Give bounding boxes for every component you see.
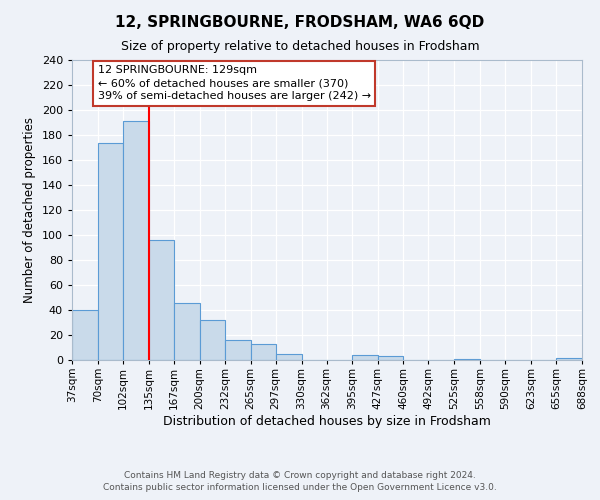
- Bar: [98, 142, 123, 360]
- Text: 12, SPRINGBOURNE, FRODSHAM, WA6 6QD: 12, SPRINGBOURNE, FRODSHAM, WA6 6QD: [115, 15, 485, 30]
- Bar: [149, 240, 174, 360]
- Bar: [454, 359, 480, 360]
- Bar: [200, 320, 225, 360]
- Bar: [251, 344, 275, 360]
- Bar: [352, 355, 377, 360]
- Text: 12 SPRINGBOURNE: 129sqm
← 60% of detached houses are smaller (370)
39% of semi-d: 12 SPRINGBOURNE: 129sqm ← 60% of detache…: [98, 65, 371, 102]
- X-axis label: Distribution of detached houses by size in Frodsham: Distribution of detached houses by size …: [163, 414, 491, 428]
- Bar: [556, 358, 582, 360]
- Bar: [275, 354, 302, 360]
- Bar: [377, 356, 403, 360]
- Bar: [174, 302, 200, 360]
- Bar: [225, 340, 251, 360]
- Bar: [72, 310, 98, 360]
- Y-axis label: Number of detached properties: Number of detached properties: [23, 117, 36, 303]
- Text: Size of property relative to detached houses in Frodsham: Size of property relative to detached ho…: [121, 40, 479, 53]
- Text: Contains HM Land Registry data © Crown copyright and database right 2024.
Contai: Contains HM Land Registry data © Crown c…: [103, 471, 497, 492]
- Bar: [123, 121, 149, 360]
